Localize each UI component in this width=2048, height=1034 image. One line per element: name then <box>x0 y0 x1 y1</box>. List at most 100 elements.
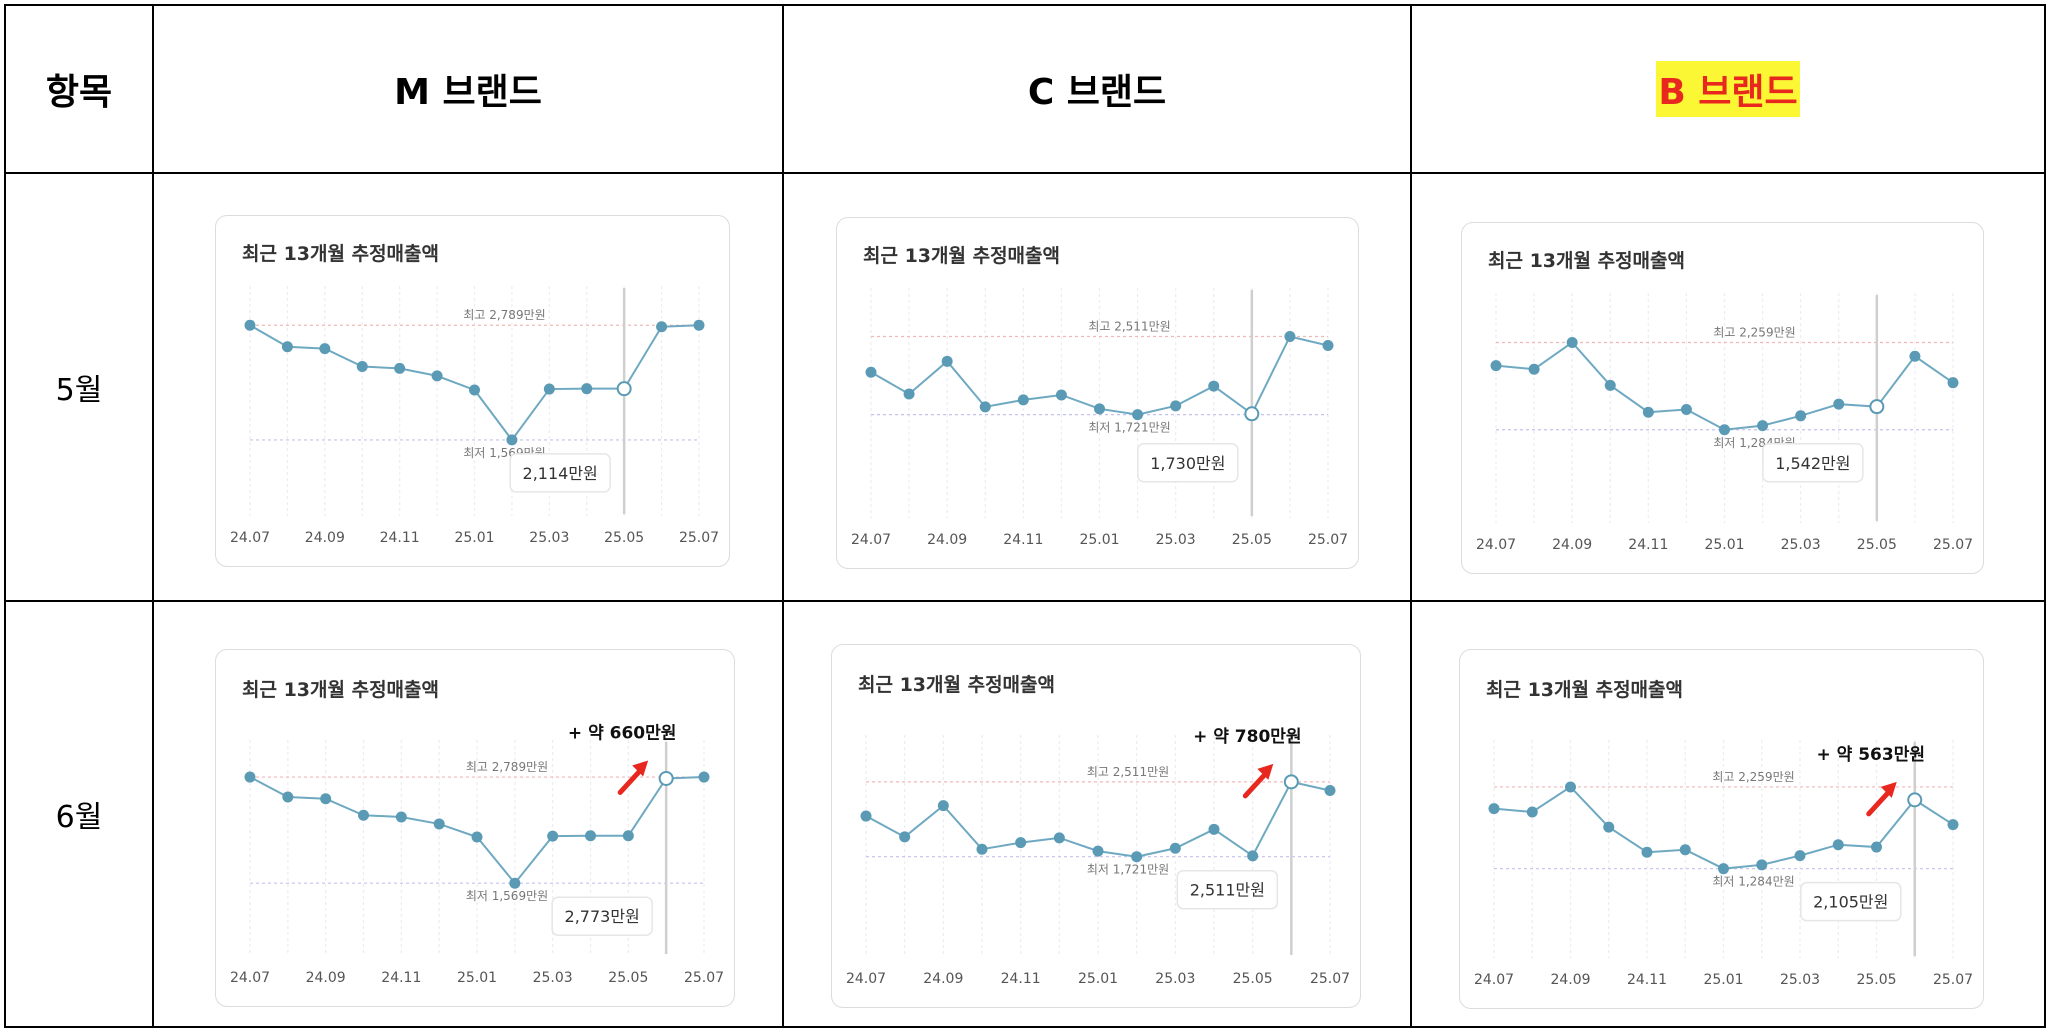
increase-annotation: + 약 780만원 <box>1193 726 1302 747</box>
selected-data-point <box>1283 774 1299 790</box>
chart-card-c-may: 최근 13개월 추정매출액 최고 2,511만원 최저 1,721만원 1,730만원… <box>836 217 1359 569</box>
row-label-june-text: 6월 <box>55 800 103 835</box>
data-point <box>1247 850 1259 862</box>
header-brand-m: M 브랜드 <box>154 6 782 172</box>
min-label: 최저 1,284만원 <box>1712 875 1794 889</box>
table-border-col3 <box>1410 4 1412 1028</box>
max-label: 최고 2,789만원 <box>466 760 548 774</box>
data-point <box>1757 420 1769 432</box>
chart-title: 최근 13개월 추정매출액 <box>1488 250 1685 272</box>
x-tick-label: 24.09 <box>927 532 967 548</box>
data-point <box>1488 803 1500 815</box>
x-tick-label: 25.03 <box>533 970 573 986</box>
data-point <box>1208 380 1220 392</box>
data-point <box>1795 410 1807 422</box>
data-point <box>656 321 668 333</box>
max-label: 최고 2,511만원 <box>1087 765 1169 779</box>
data-point <box>1284 330 1296 342</box>
data-point <box>1053 832 1065 844</box>
data-point <box>1871 841 1882 853</box>
x-tick-label: 24.09 <box>923 971 963 987</box>
x-tick-label: 25.05 <box>604 530 644 546</box>
increase-arrow-head <box>632 760 649 777</box>
value-tooltip <box>1800 881 1902 922</box>
data-point <box>937 800 949 812</box>
chart-card-b-may: 최근 13개월 추정매출액 최고 2,259만원 최저 1,284만원 1,542만원… <box>1461 222 1984 574</box>
table-border-bottom <box>4 1026 2046 1028</box>
value-tooltip-label: 1,542만원 <box>1775 454 1850 473</box>
x-tick-label: 25.03 <box>1780 972 1820 988</box>
chart-title: 최근 13개월 추정매출액 <box>858 674 1055 696</box>
value-tooltip <box>1762 443 1864 483</box>
increase-annotation: + 약 563만원 <box>1817 744 1926 765</box>
x-tick-label: 24.09 <box>1550 972 1590 988</box>
increase-arrow-head <box>1880 781 1897 798</box>
x-tick-label: 25.03 <box>1155 971 1195 987</box>
data-point <box>1566 336 1578 348</box>
x-tick-label: 25.01 <box>1703 972 1743 988</box>
data-point <box>1756 859 1768 871</box>
x-tick-label: 25.07 <box>679 530 719 546</box>
data-point <box>1642 406 1654 418</box>
header-item-label: 항목 <box>45 72 113 113</box>
data-point <box>1909 350 1921 362</box>
x-tick-label: 24.07 <box>1474 972 1514 988</box>
x-tick-label: 25.01 <box>1079 532 1119 548</box>
x-tick-label: 24.09 <box>1552 537 1592 553</box>
x-tick-label: 24.11 <box>1003 532 1043 548</box>
selected-data-point <box>658 770 674 786</box>
data-point <box>1322 339 1334 351</box>
data-point <box>1718 863 1729 875</box>
chart-card-m-june: 최근 13개월 추정매출액 최고 2,789만원 최저 1,569만원 2,773만원… <box>215 649 735 1007</box>
data-point <box>1490 360 1502 372</box>
table-border-row <box>4 600 2046 602</box>
data-point <box>244 319 256 331</box>
table-border-header <box>4 172 2046 174</box>
x-tick-label: 25.07 <box>1308 532 1348 548</box>
data-point <box>698 771 710 783</box>
data-point <box>1092 845 1104 857</box>
data-point <box>899 831 911 843</box>
x-tick-label: 24.09 <box>306 970 346 986</box>
x-tick-label: 24.07 <box>846 971 886 987</box>
comparison-table: 항목 M 브랜드 C 브랜드 B 브랜드 5월 6월 최근 13개월 추정매출액… <box>4 4 2046 1028</box>
value-tooltip-label: 1,730만원 <box>1150 454 1225 473</box>
x-tick-label: 24.07 <box>851 532 891 548</box>
chart-title: 최근 13개월 추정매출액 <box>863 245 1060 267</box>
increase-arrow <box>617 765 645 795</box>
x-tick-label: 25.05 <box>608 970 648 986</box>
data-point <box>433 818 445 830</box>
data-point <box>509 877 521 889</box>
data-point <box>395 811 407 823</box>
data-point <box>1947 819 1959 831</box>
x-tick-label: 25.05 <box>1857 537 1897 553</box>
x-tick-label: 25.01 <box>1078 971 1118 987</box>
data-point <box>581 383 593 395</box>
x-tick-label: 25.07 <box>1933 972 1973 988</box>
data-point <box>1017 394 1029 406</box>
data-point <box>1055 389 1067 401</box>
min-label: 최저 1,721만원 <box>1088 421 1170 435</box>
value-tooltip-label: 2,511만원 <box>1190 881 1265 900</box>
data-point <box>547 830 559 842</box>
x-tick-label: 25.03 <box>1156 532 1196 548</box>
chart-card-m-may: 최근 13개월 추정매출액 최고 2,789만원 최저 1,569만원 2,114만원… <box>215 215 730 567</box>
data-point <box>506 434 518 446</box>
data-point <box>319 343 331 355</box>
header-brand-c-label: C 브랜드 <box>1027 72 1167 113</box>
selected-data-point <box>1869 399 1885 415</box>
value-tooltip <box>551 896 653 936</box>
data-point <box>1131 851 1143 863</box>
data-point <box>865 366 877 378</box>
data-point <box>903 388 915 400</box>
value-tooltip <box>1137 443 1239 483</box>
increase-annotation: + 약 660만원 <box>568 722 677 743</box>
data-point <box>431 370 443 382</box>
data-point <box>1528 363 1540 375</box>
x-tick-label: 25.03 <box>1781 537 1821 553</box>
header-brand-b: B 브랜드 <box>1412 6 2044 172</box>
